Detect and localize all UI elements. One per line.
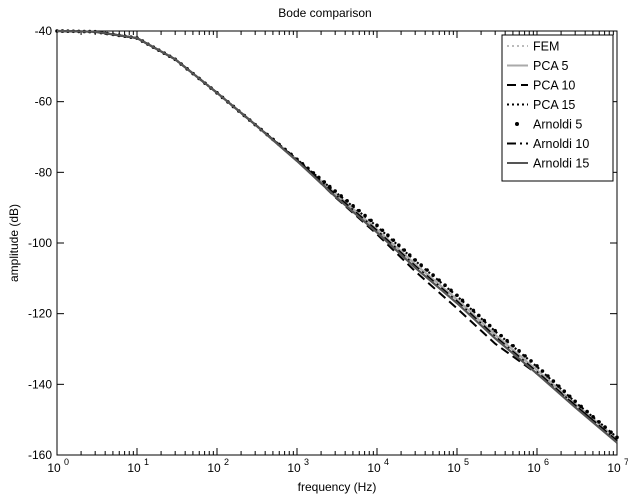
- x-tick-exponent: 5: [464, 457, 469, 467]
- y-tick-label: -100: [28, 236, 52, 250]
- arnoldi-5-marker: [419, 263, 423, 267]
- x-axis-ticks: 10 0 10 1 10 2 10 3 10 4 10 5 10 6 10 7: [47, 31, 628, 475]
- y-tick-label: -80: [35, 165, 53, 179]
- arnoldi-5-marker: [529, 359, 533, 363]
- arnoldi-5-marker: [477, 313, 481, 318]
- arnoldi-5-marker: [499, 333, 503, 338]
- arnoldi-5-marker: [407, 253, 412, 257]
- arnoldi-5-marker: [591, 414, 595, 419]
- y-tick-label: -160: [28, 448, 52, 462]
- legend-label: PCA 10: [533, 79, 575, 93]
- x-axis-label: frequency (Hz): [298, 480, 377, 494]
- arnoldi-5-marker: [375, 223, 379, 228]
- arnoldi-5-marker: [573, 399, 577, 404]
- x-tick-exponent: 3: [304, 457, 309, 467]
- arnoldi-5-marker: [466, 303, 470, 308]
- arnoldi-5-marker: [540, 369, 545, 373]
- arnoldi-5-marker: [546, 374, 550, 378]
- arnoldi-5-marker: [339, 194, 343, 198]
- legend-label: Arnoldi 15: [533, 157, 589, 171]
- arnoldi-5-marker: [609, 430, 613, 434]
- x-tick-exponent: 1: [144, 457, 149, 467]
- arnoldi-5-marker: [557, 384, 561, 388]
- chart-title: Bode comparison: [278, 6, 371, 20]
- arnoldi-5-marker: [505, 338, 509, 343]
- arnoldi-5-marker: [369, 218, 373, 223]
- arnoldi-5-marker: [460, 298, 465, 303]
- legend-label: PCA 15: [533, 98, 575, 112]
- y-tick-label: -60: [35, 95, 53, 109]
- x-tick-label: 10: [287, 461, 301, 475]
- legend: FEM PCA 5 PCA 10 PCA 15 Arnoldi 5 Arnoldi 10 A…: [501, 34, 614, 182]
- arnoldi-5-marker: [517, 349, 521, 353]
- arnoldi-5-marker: [311, 171, 316, 175]
- arnoldi-5-marker: [413, 258, 417, 262]
- arnoldi-5-marker: [551, 379, 556, 383]
- y-axis-label: amplitude (dB): [7, 204, 21, 282]
- arnoldi-5-marker: [363, 213, 367, 218]
- arnoldi-5-marker: [562, 389, 567, 393]
- legend-label: Arnoldi 10: [533, 137, 589, 151]
- legend-box: [501, 34, 614, 182]
- series-layer: [55, 29, 619, 444]
- y-tick-label: -140: [28, 377, 52, 391]
- arnoldi-5-marker: [327, 184, 332, 189]
- arnoldi-5-marker: [471, 308, 476, 313]
- arnoldi-5-marker: [333, 189, 337, 193]
- arnoldi-5-marker: [345, 199, 349, 203]
- arnoldi-5-marker: [535, 364, 539, 368]
- arnoldi-5-marker: [493, 328, 497, 333]
- x-tick-label: 10: [127, 461, 141, 475]
- legend-label: Arnoldi 5: [533, 118, 582, 132]
- arnoldi-5-marker: [615, 435, 619, 440]
- arnoldi-5-marker: [585, 409, 589, 414]
- arnoldi-5-marker: [523, 354, 527, 358]
- x-tick-label: 10: [207, 461, 221, 475]
- series-line-arnoldi-15: [56, 29, 618, 444]
- arnoldi-5-marker: [511, 343, 515, 348]
- legend-label: PCA 5: [533, 59, 568, 73]
- x-tick-label: 10: [367, 461, 381, 475]
- x-tick-exponent: 4: [384, 457, 389, 467]
- arnoldi-5-marker: [597, 420, 601, 424]
- arnoldi-5-marker: [386, 233, 390, 238]
- arnoldi-5-marker: [437, 278, 441, 282]
- arnoldi-5-marker: [357, 208, 361, 213]
- arnoldi-5-marker: [397, 243, 401, 247]
- legend-label: FEM: [533, 40, 559, 54]
- arnoldi-5-marker: [567, 394, 572, 399]
- arnoldi-5-marker: [603, 425, 607, 429]
- arnoldi-5-marker: [431, 273, 435, 277]
- arnoldi-5-marker: [443, 283, 447, 287]
- arnoldi-5-marker: [487, 323, 492, 328]
- arnoldi-5-marker: [380, 228, 385, 233]
- x-tick-label: 10: [447, 461, 461, 475]
- x-tick-label: 10: [47, 461, 61, 475]
- arnoldi-5-marker: [425, 268, 429, 272]
- y-tick-label: -120: [28, 307, 52, 321]
- x-tick-exponent: 0: [64, 457, 69, 467]
- y-tick-label: -40: [35, 24, 53, 38]
- x-tick-label: 10: [527, 461, 541, 475]
- x-tick-exponent: 7: [624, 457, 628, 467]
- arnoldi-5-marker: [402, 248, 407, 252]
- arnoldi-5-marker: [449, 288, 453, 293]
- arnoldi-5-marker: [455, 293, 459, 298]
- arnoldi-5-marker: [391, 238, 396, 242]
- arnoldi-5-marker: [351, 203, 355, 208]
- arnoldi-5-marker: [482, 318, 487, 323]
- arnoldi-5-marker: [579, 404, 583, 409]
- x-tick-exponent: 2: [224, 457, 229, 467]
- legend-marker: [515, 122, 519, 126]
- x-tick-label: 10: [607, 461, 621, 475]
- x-tick-exponent: 6: [544, 457, 549, 467]
